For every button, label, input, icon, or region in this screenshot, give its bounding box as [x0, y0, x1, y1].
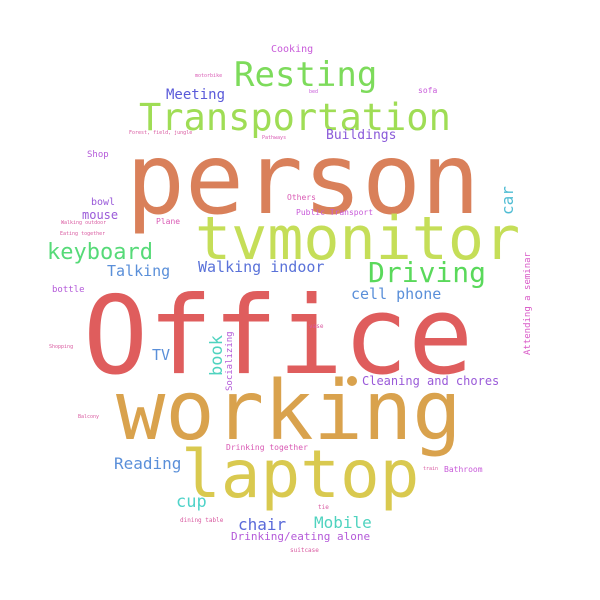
word-drinking-eating-alone: Drinking/eating alone [231, 530, 371, 543]
dot-mark [347, 376, 357, 386]
word-mouse: mouse [82, 208, 119, 222]
word-tv: TV [152, 346, 171, 364]
word-cooking: Cooking [271, 44, 314, 55]
word-drinking-together: Drinking together [226, 443, 308, 452]
word-shop: Shop [87, 150, 109, 160]
word-chair: chair [238, 515, 287, 534]
word-car: car [498, 186, 517, 215]
word-cup: cup [176, 492, 207, 512]
word-buildings: Buildings [326, 128, 397, 143]
word-cell-phone: cell phone [351, 285, 442, 303]
word-walking-outdoor: Walking outdoor [61, 220, 107, 226]
word-working: working [116, 364, 462, 459]
word-forest-field-jungle: Forest, field, jungle [129, 130, 193, 136]
word-shopping: Shopping [49, 344, 74, 350]
word-meeting: Meeting [166, 87, 226, 103]
word-walking-indoor: Walking indoor [198, 258, 325, 276]
word-resting: Resting [234, 55, 378, 95]
word-book: book [207, 335, 227, 376]
word-tvmonitor: tvmonitor [195, 204, 521, 274]
word-office: Office [83, 274, 474, 399]
word-talking: Talking [107, 262, 171, 280]
word-driving: Driving [368, 256, 487, 289]
word-bathroom: Bathroom [444, 465, 483, 474]
word-socializing: Socializing [225, 331, 235, 391]
word-reading: Reading [114, 454, 182, 473]
word-dining-table: dining table [180, 517, 224, 524]
word-tie: tie [318, 504, 329, 511]
word-others: Others [287, 193, 316, 202]
word-balcony: Balcony [78, 414, 100, 420]
word-pathways: Pathways [262, 135, 287, 141]
word-eating-together: Eating together [60, 231, 106, 237]
word-bed: bed [309, 89, 319, 95]
word-mobile: Mobile [314, 513, 372, 532]
word-bowl: bowl [91, 197, 116, 208]
word-train: train [423, 466, 439, 472]
word-bottle: bottle [52, 285, 85, 295]
word-public-transport: Public Transport [296, 208, 374, 217]
word-cleaning-and-chores: Cleaning and chores [362, 374, 500, 388]
word-motorbike: motorbike [195, 73, 223, 79]
word-vase: vase [309, 323, 324, 330]
word-suitcase: suitcase [290, 547, 319, 554]
word-sofa: sofa [418, 86, 438, 95]
word-laptop: laptop [181, 436, 420, 513]
word-transportation: Transportation [139, 96, 451, 139]
word-person: person [126, 123, 481, 237]
word-plane: Plane [156, 217, 181, 226]
word-attending-a-seminar: Attending a seminar [523, 252, 533, 355]
word-keyboard: keyboard [47, 240, 153, 265]
